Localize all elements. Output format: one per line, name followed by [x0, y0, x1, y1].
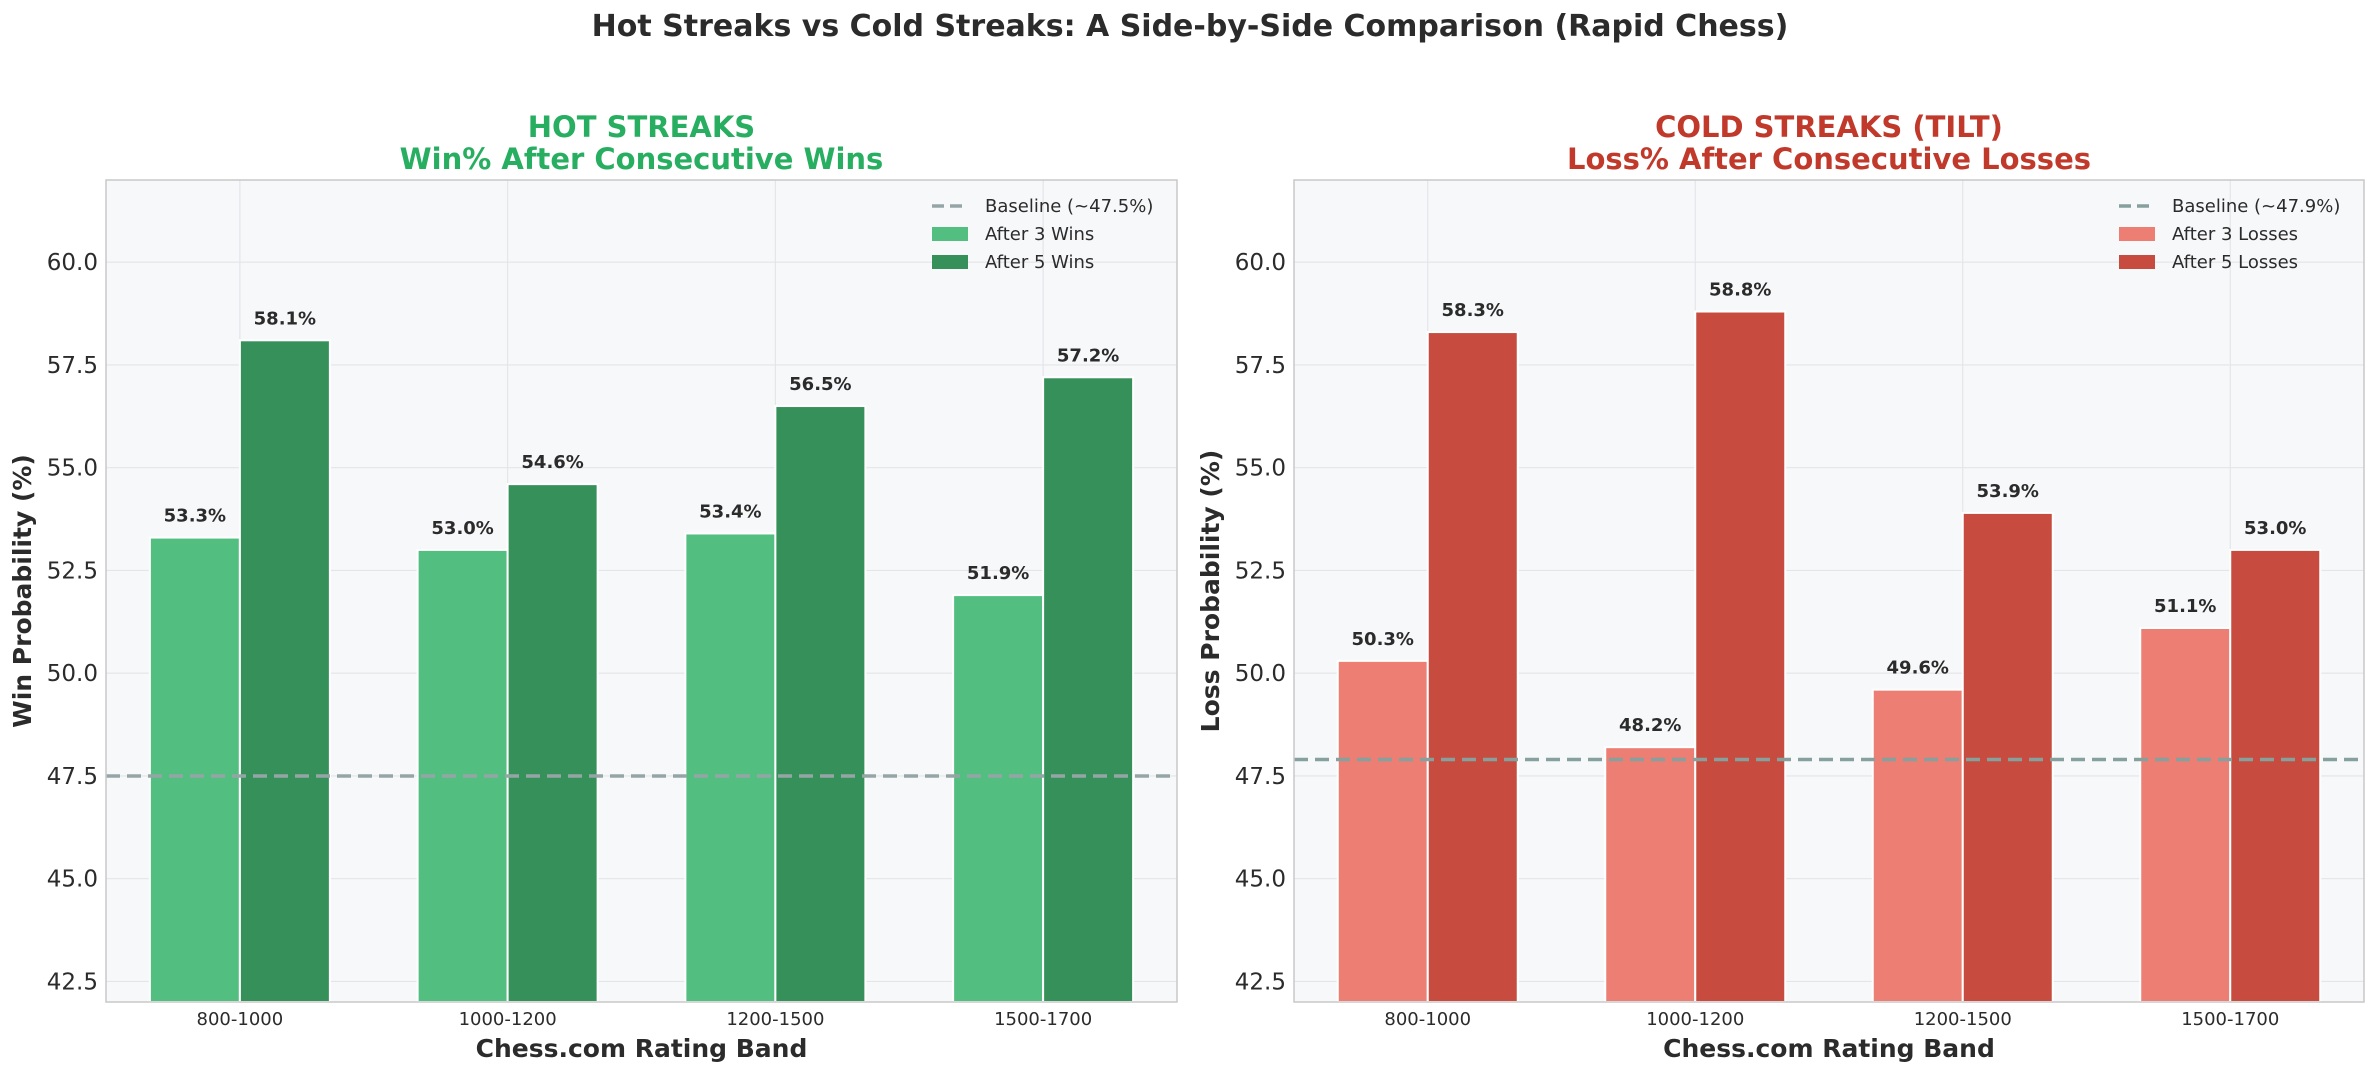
x-axis-ticks: 800-1000 1000-1200 1200-1500 1500-1700: [197, 1009, 1093, 1030]
bar-after-3: [952, 594, 1045, 1003]
bar-after-5: [1426, 331, 1519, 1003]
y-axis-ticks: 42.5 45.0 47.5 50.0 52.5 55.0 57.5 60.0: [47, 250, 98, 995]
bar-value-label: 58.8%: [1709, 280, 1771, 301]
bar-after-5: [774, 405, 867, 1003]
y-tick-label: 57.5: [47, 353, 98, 379]
bar-value-label: 53.9%: [1977, 481, 2039, 502]
y-axis-ticks: 42.5 45.0 47.5 50.0 52.5 55.0 57.5 60.0: [1235, 250, 1286, 995]
bar-value-label: 49.6%: [1887, 658, 1949, 679]
y-tick-label: 60.0: [47, 250, 98, 276]
bar-after-3: [1336, 659, 1429, 1003]
x-axis-ticks: 800-1000 1000-1200 1200-1500 1500-1700: [1384, 1009, 2279, 1030]
legend-label: After 3 Wins: [985, 224, 1094, 245]
legend-swatch: [932, 255, 968, 269]
y-tick-label: 50.0: [1235, 661, 1286, 687]
bar-after-3: [1871, 688, 1964, 1003]
x-tick-label: 800-1000: [1384, 1009, 1471, 1030]
bar-value-label: 58.3%: [1442, 300, 1504, 321]
figure-title: Hot Streaks vs Cold Streaks: A Side-by-S…: [592, 9, 1789, 44]
panel-title-line1: HOT STREAKS: [528, 110, 755, 144]
bar-value-label: 53.0%: [2244, 518, 2306, 539]
y-axis-label: Loss Probability (%): [1196, 450, 1225, 733]
legend-label: After 3 Losses: [2172, 224, 2298, 245]
legend-swatch: [932, 227, 968, 241]
panel-title-line2: Win% After Consecutive Wins: [400, 142, 884, 176]
x-tick-label: 1500-1700: [2181, 1009, 2279, 1030]
y-tick-label: 50.0: [47, 661, 98, 687]
bar-after-5: [1694, 310, 1787, 1003]
y-tick-label: 45.0: [1235, 867, 1286, 893]
y-tick-label: 47.5: [47, 764, 98, 790]
bar-value-label: 51.1%: [2154, 596, 2216, 617]
legend-swatch: [2119, 255, 2155, 269]
legend-baseline-label: Baseline (~47.9%): [2172, 196, 2340, 217]
panel-title-line2: Loss% After Consecutive Losses: [1567, 142, 2091, 176]
y-tick-label: 45.0: [47, 867, 98, 893]
bar-after-3: [684, 532, 777, 1004]
bar-after-5: [1042, 376, 1135, 1003]
bar-after-5: [2229, 548, 2322, 1004]
x-axis-label: Chess.com Rating Band: [1663, 1034, 1995, 1063]
bar-value-label: 57.2%: [1057, 345, 1119, 366]
bar-value-label: 58.1%: [254, 308, 316, 329]
bar-value-label: 48.2%: [1619, 715, 1681, 736]
legend: Baseline (~47.5%) After 3 Wins After 5 Win…: [932, 196, 1153, 273]
bar-after-3: [1604, 746, 1697, 1003]
legend-swatch: [2119, 227, 2155, 241]
bar-after-3: [2139, 626, 2232, 1003]
y-tick-label: 47.5: [1235, 764, 1286, 790]
legend-label: After 5 Wins: [985, 252, 1094, 273]
y-tick-label: 55.0: [47, 456, 98, 482]
bar-after-3: [148, 536, 241, 1003]
y-tick-label: 42.5: [47, 969, 98, 995]
bar-value-label: 53.0%: [431, 518, 493, 539]
legend-label: After 5 Losses: [2172, 252, 2298, 273]
bar-value-label: 51.9%: [967, 563, 1029, 584]
bar-value-label: 54.6%: [521, 452, 583, 473]
hot-streaks-chart: 53.3% 53.0% 53.4% 51.9% 58.1% 54.6% 56.5% 57.2%…: [8, 110, 1178, 1063]
bar-after-5: [506, 483, 599, 1003]
x-axis-label: Chess.com Rating Band: [476, 1034, 808, 1063]
plot-frame: [1293, 179, 2365, 1003]
y-tick-label: 55.0: [1235, 456, 1286, 482]
bar-after-5: [238, 339, 331, 1004]
bar-value-label: 56.5%: [789, 374, 851, 395]
bars: 50.3% 48.2% 49.6% 51.1% 58.3% 58.8% 53.9% 53.0%: [1336, 280, 2322, 1004]
legend-baseline-label: Baseline (~47.5%): [985, 196, 1153, 217]
bar-value-label: 53.4%: [699, 501, 761, 522]
y-tick-label: 52.5: [1235, 558, 1286, 584]
x-tick-label: 1000-1200: [1646, 1009, 1744, 1030]
x-tick-label: 800-1000: [197, 1009, 284, 1030]
panel-title-line1: COLD STREAKS (TILT): [1655, 110, 2003, 144]
x-tick-label: 1000-1200: [459, 1009, 557, 1030]
cold-streaks-chart: 50.3% 48.2% 49.6% 51.1% 58.3% 58.8% 53.9% 53.0%…: [1196, 110, 2365, 1063]
bar-value-label: 53.3%: [164, 506, 226, 527]
plot-frame: [105, 179, 1178, 1003]
x-tick-label: 1500-1700: [994, 1009, 1092, 1030]
y-tick-label: 52.5: [47, 558, 98, 584]
y-tick-label: 42.5: [1235, 969, 1286, 995]
x-tick-label: 1200-1500: [1914, 1009, 2012, 1030]
y-tick-label: 57.5: [1235, 353, 1286, 379]
bar-after-5: [1961, 511, 2054, 1003]
y-tick-label: 60.0: [1235, 250, 1286, 276]
y-axis-label: Win Probability (%): [8, 454, 37, 728]
x-tick-label: 1200-1500: [726, 1009, 824, 1030]
legend: Baseline (~47.9%) After 3 Losses After 5 L…: [2119, 196, 2340, 273]
bar-value-label: 50.3%: [1352, 629, 1414, 650]
